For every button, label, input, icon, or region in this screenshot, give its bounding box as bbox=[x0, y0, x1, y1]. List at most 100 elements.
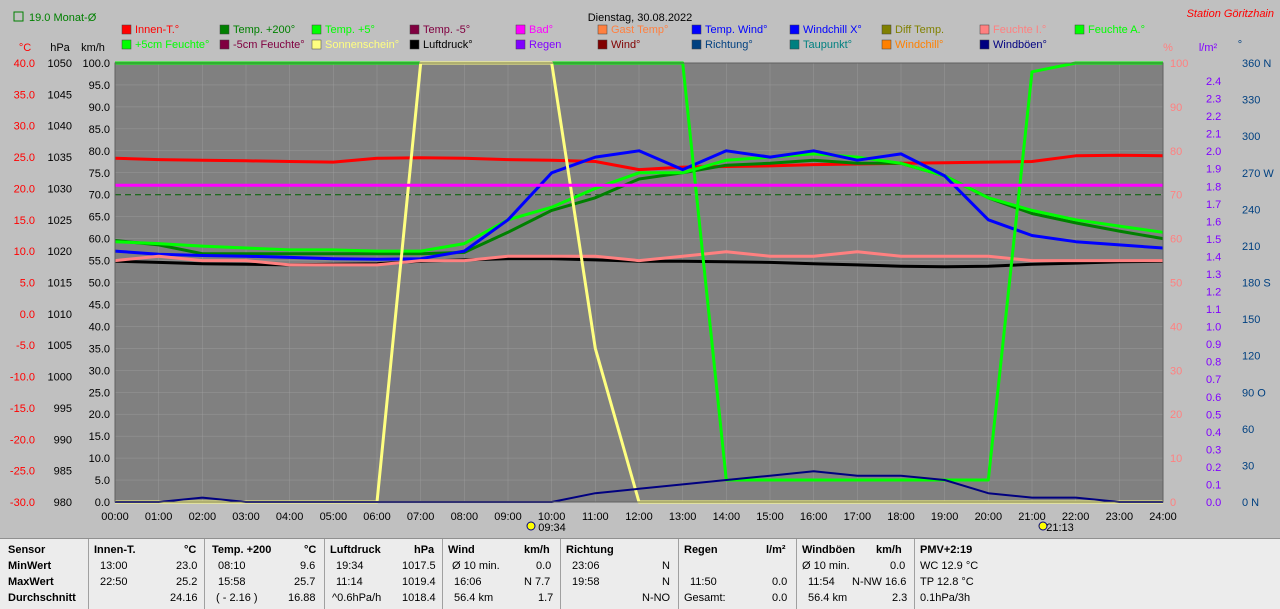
legend-label: Temp. +5° bbox=[325, 24, 375, 36]
tick-temp: 40.0 bbox=[14, 58, 35, 70]
tick-time: 16:00 bbox=[800, 511, 828, 523]
tick-dir: 120 bbox=[1242, 351, 1260, 363]
tick-hpa: 1050 bbox=[48, 58, 72, 70]
tick-rain: 1.4 bbox=[1206, 251, 1221, 263]
pmv-head: PMV+2:19 bbox=[920, 544, 973, 556]
col-druck: Luftdruck hPa 19:34 1017.5 11:14 1019.4 … bbox=[324, 539, 443, 609]
legend-label: Windböen° bbox=[993, 39, 1047, 51]
tick-kmh: 75.0 bbox=[89, 168, 110, 180]
legend-swatch bbox=[219, 39, 230, 50]
col-richtung: Richtung 23:06 N 19:58 N N-NO bbox=[560, 539, 679, 609]
tick-rain: 1.0 bbox=[1206, 322, 1221, 334]
regen-max-value: 0.0 bbox=[772, 576, 788, 588]
tick-hpa: 1000 bbox=[48, 372, 72, 384]
tick-rain: 2.3 bbox=[1206, 94, 1221, 106]
legend-label: Wind° bbox=[611, 39, 640, 51]
temp-unit: °C bbox=[304, 544, 317, 556]
tick-temp: 35.0 bbox=[14, 89, 35, 101]
tick-kmh: 50.0 bbox=[89, 278, 110, 290]
boen-max-value: N-NW 16.6 bbox=[852, 576, 907, 588]
col-boen: Windböen km/h Ø 10 min. 0.0 11:54 N-NW 1… bbox=[796, 539, 915, 609]
tick-time: 00:00 bbox=[101, 511, 129, 523]
tick-rain: 0.2 bbox=[1206, 462, 1221, 474]
legend-swatch bbox=[121, 39, 132, 50]
tick-hpa: 1035 bbox=[48, 152, 72, 164]
legend-swatch bbox=[409, 24, 420, 35]
regen-head: Regen bbox=[684, 544, 718, 556]
wind-head: Wind bbox=[448, 544, 475, 556]
row-label-avg: Durchschnitt bbox=[8, 592, 76, 604]
row-label-max: MaxWert bbox=[8, 576, 54, 588]
tick-rain: 0.7 bbox=[1206, 374, 1221, 386]
tick-kmh: 40.0 bbox=[89, 321, 110, 333]
druck-avg: 1018.4 bbox=[402, 592, 436, 604]
tick-temp: 20.0 bbox=[14, 183, 35, 195]
tick-hpa: 1045 bbox=[48, 89, 72, 101]
tick-temp: 25.0 bbox=[14, 152, 35, 164]
series-line bbox=[114, 153, 1164, 172]
legend-swatch bbox=[1074, 24, 1085, 35]
legend-swatch bbox=[691, 24, 702, 35]
legend-swatch bbox=[409, 39, 420, 50]
pmv-line-2: TP 12.8 °C bbox=[920, 576, 974, 588]
tick-temp: -15.0 bbox=[10, 403, 35, 415]
tick-hpa: 1020 bbox=[48, 246, 72, 258]
boen-head: Windböen bbox=[802, 544, 856, 556]
tick-time: 12:00 bbox=[625, 511, 653, 523]
legend-label: Temp. +200° bbox=[233, 24, 295, 36]
tick-hpa: 1025 bbox=[48, 215, 72, 227]
tick-kmh: 95.0 bbox=[89, 80, 110, 92]
tick-time: 03:00 bbox=[232, 511, 260, 523]
wind-avg-note: 56.4 km bbox=[454, 592, 494, 604]
legend-label: +5cm Feuchte° bbox=[135, 39, 209, 51]
legend-swatch bbox=[515, 24, 526, 35]
tick-dir: 270 W bbox=[1242, 168, 1274, 180]
legend-swatch bbox=[597, 24, 608, 35]
tick-dir: 210 bbox=[1242, 241, 1260, 253]
legend-swatch bbox=[979, 24, 990, 35]
legend-swatch bbox=[691, 39, 702, 50]
unit-c: °C bbox=[19, 42, 31, 54]
regen-unit: l/m² bbox=[766, 544, 786, 556]
series-line bbox=[114, 152, 1164, 253]
tick-temp: -30.0 bbox=[10, 497, 35, 509]
legend-label: Feuchte A.° bbox=[1088, 24, 1145, 36]
tick-kmh: 20.0 bbox=[89, 409, 110, 421]
legend-swatch bbox=[979, 39, 990, 50]
wind-max-value: N 7.7 bbox=[524, 576, 551, 588]
legend-swatch bbox=[881, 24, 892, 35]
tick-temp: -25.0 bbox=[10, 466, 35, 478]
tick-kmh: 10.0 bbox=[89, 453, 110, 465]
sunrise-icon bbox=[526, 521, 536, 531]
legend-swatch bbox=[881, 39, 892, 50]
tick-time: 10:00 bbox=[538, 511, 566, 523]
pmv-line-1: WC 12.9 °C bbox=[920, 560, 979, 572]
row-label-min: MinWert bbox=[8, 560, 52, 572]
tick-kmh: 0.0 bbox=[95, 497, 110, 509]
innen-max-time: 22:50 bbox=[100, 576, 128, 588]
tick-time: 11:00 bbox=[582, 511, 609, 523]
tick-kmh: 45.0 bbox=[89, 299, 110, 311]
tick-rain: 0.5 bbox=[1206, 409, 1221, 421]
regen-avg: 0.0 bbox=[772, 592, 788, 604]
tick-time: 05:00 bbox=[320, 511, 348, 523]
legend-label: Gast Temp° bbox=[611, 24, 668, 36]
richtung-head: Richtung bbox=[566, 544, 614, 556]
tick-time: 08:00 bbox=[451, 511, 479, 523]
tick-pct: 90 bbox=[1170, 102, 1182, 114]
tick-time: 14:00 bbox=[713, 511, 741, 523]
tick-kmh: 25.0 bbox=[89, 387, 110, 399]
monat-box bbox=[13, 11, 24, 22]
tick-dir: 60 bbox=[1242, 424, 1254, 436]
legend-label: Diff Temp. bbox=[895, 24, 944, 36]
tick-time: 17:00 bbox=[844, 511, 872, 523]
unit-pct: % bbox=[1163, 42, 1173, 54]
tick-kmh: 70.0 bbox=[89, 190, 110, 202]
row-label-sensor: Sensor bbox=[8, 544, 46, 556]
legend-label: Temp. -5° bbox=[423, 24, 470, 36]
tick-kmh: 60.0 bbox=[89, 234, 110, 246]
innen-head: Innen-T. bbox=[94, 544, 136, 556]
tick-kmh: 55.0 bbox=[89, 256, 110, 268]
tick-hpa: 985 bbox=[54, 466, 72, 478]
legend-label: Sonnenschein° bbox=[325, 39, 399, 51]
